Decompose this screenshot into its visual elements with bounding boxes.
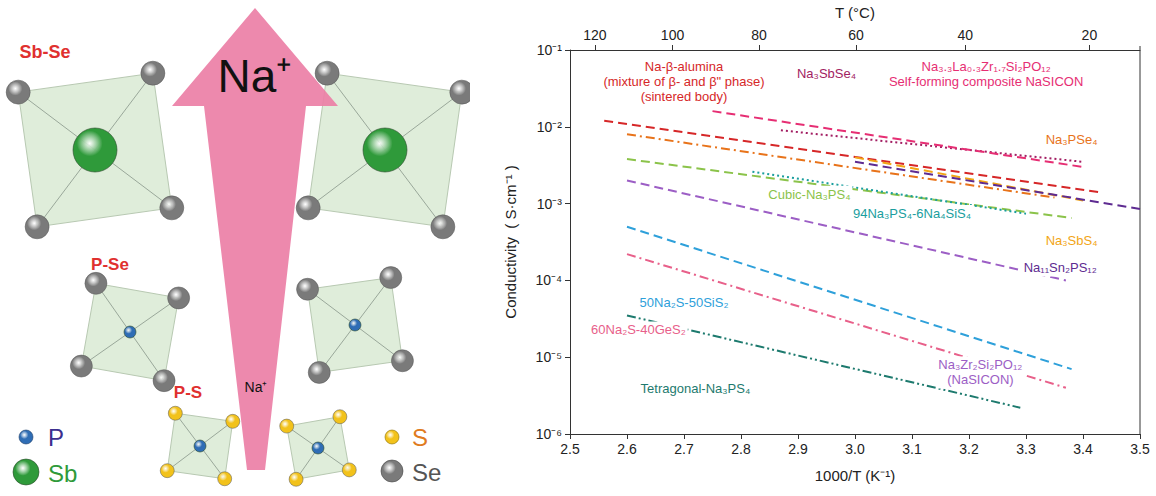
svg-text:60: 60 (848, 27, 864, 43)
svg-text:2.5: 2.5 (560, 441, 580, 457)
svg-text:Cubic-Na₃PS₄: Cubic-Na₃PS₄ (768, 187, 850, 202)
svg-text:2.6: 2.6 (617, 441, 637, 457)
svg-text:Tetragonal-Na₃PS₄: Tetragonal-Na₃PS₄ (641, 381, 751, 396)
svg-text:1000/T (K⁻¹): 1000/T (K⁻¹) (815, 467, 896, 484)
svg-text:10⁻³: 10⁻³ (537, 196, 563, 212)
svg-text:3.2: 3.2 (959, 441, 979, 457)
svg-text:Na⁺: Na⁺ (245, 379, 268, 395)
svg-text:(sintered body): (sintered body) (641, 89, 728, 104)
svg-text:Na₃PSe₄: Na₃PSe₄ (1046, 132, 1098, 147)
svg-text:P-Se: P-Se (91, 255, 129, 274)
svg-text:60Na₂S-40GeS₂: 60Na₂S-40GeS₂ (591, 322, 686, 337)
svg-text:P: P (48, 424, 64, 451)
svg-text:100: 100 (661, 27, 685, 43)
svg-text:20: 20 (1082, 27, 1098, 43)
svg-text:(mixture of β- and β" phase): (mixture of β- and β" phase) (603, 74, 764, 89)
svg-text:80: 80 (751, 27, 767, 43)
svg-text:3.1: 3.1 (902, 441, 922, 457)
svg-text:40: 40 (957, 27, 973, 43)
svg-text:Na₁₁Sn₂PS₁₂: Na₁₁Sn₂PS₁₂ (1024, 260, 1097, 275)
svg-text:10⁻⁴: 10⁻⁴ (535, 272, 562, 288)
svg-text:Na₃Zr₂Si₂PO₁₂: Na₃Zr₂Si₂PO₁₂ (938, 357, 1022, 372)
svg-text:3.3: 3.3 (1016, 441, 1036, 457)
svg-text:10⁻²: 10⁻² (537, 119, 563, 135)
svg-text:Na₃SbSe₄: Na₃SbSe₄ (797, 66, 856, 81)
svg-text:S: S (412, 424, 428, 451)
svg-text:3.5: 3.5 (1130, 441, 1150, 457)
svg-text:2.7: 2.7 (674, 441, 694, 457)
svg-text:(NaSICON): (NaSICON) (947, 372, 1013, 387)
svg-text:P-S: P-S (174, 383, 202, 402)
svg-text:3.4: 3.4 (1073, 441, 1093, 457)
svg-text:Na₃SbS₄: Na₃SbS₄ (1046, 233, 1098, 248)
svg-text:50Na₂S-50SiS₂: 50Na₂S-50SiS₂ (640, 295, 729, 310)
svg-text:3.0: 3.0 (845, 441, 865, 457)
svg-text:2.8: 2.8 (731, 441, 751, 457)
svg-text:10⁻⁶: 10⁻⁶ (536, 426, 562, 442)
svg-text:120: 120 (583, 27, 607, 43)
svg-text:Sb-Se: Sb-Se (19, 42, 70, 62)
svg-text:2.9: 2.9 (788, 441, 808, 457)
svg-text:Se: Se (412, 459, 441, 486)
svg-text:Na-β-alumina: Na-β-alumina (645, 59, 724, 74)
svg-text:Na₃.₃La₀.₃Zr₁.₇Si₂PO₁₂: Na₃.₃La₀.₃Zr₁.₇Si₂PO₁₂ (922, 59, 1051, 74)
svg-text:10⁻¹: 10⁻¹ (537, 42, 563, 58)
svg-text:94Na₃PS₄-6Na₄SiS₄: 94Na₃PS₄-6Na₄SiS₄ (853, 206, 971, 221)
svg-text:T (°C): T (°C) (835, 4, 875, 21)
svg-text:Sb: Sb (48, 460, 77, 487)
svg-text:10⁻⁵: 10⁻⁵ (536, 349, 562, 365)
svg-text:Na⁺: Na⁺ (218, 50, 293, 102)
svg-text:Self-forming composite NaSICON: Self-forming composite NaSICON (889, 74, 1083, 89)
svg-text:Conductivity ( S·cm⁻¹ ): Conductivity ( S·cm⁻¹ ) (502, 165, 519, 318)
